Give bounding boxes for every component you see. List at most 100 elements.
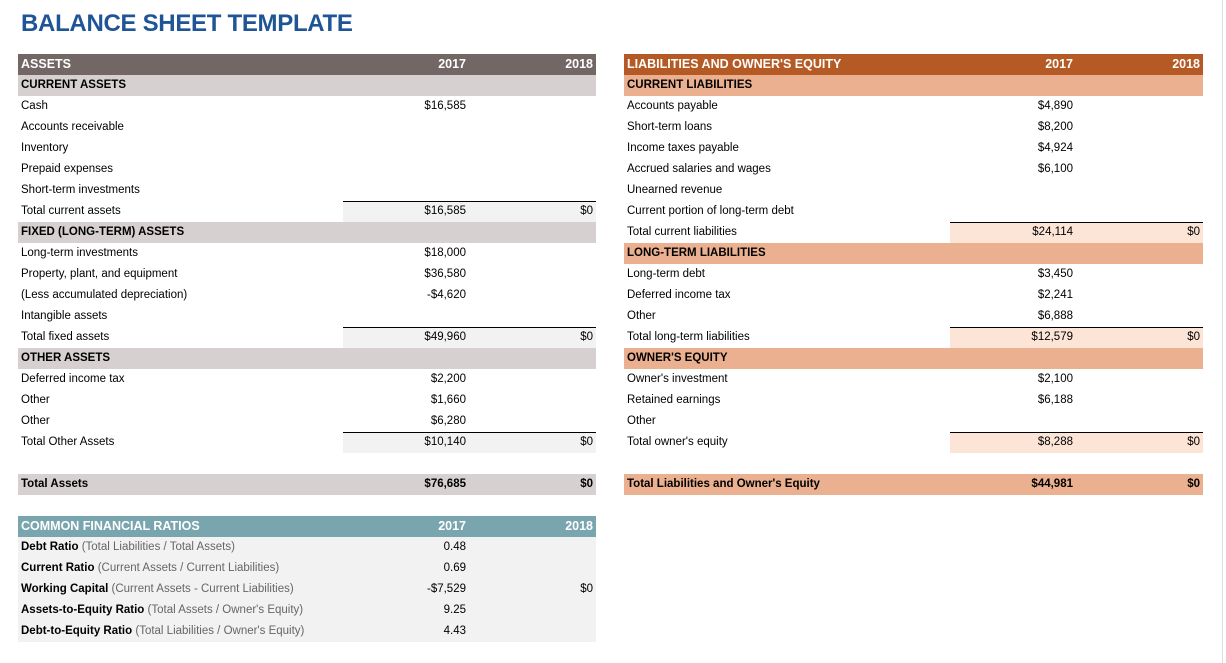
row-label: (Less accumulated depreciation) bbox=[21, 289, 188, 301]
value-2017[interactable]: 0.69 bbox=[443, 562, 466, 574]
page-title: BALANCE SHEET TEMPLATE bbox=[21, 10, 353, 37]
total-shade bbox=[950, 432, 1203, 453]
header-2018: 2018 bbox=[565, 519, 593, 533]
row-label: Property, plant, and equipment bbox=[21, 268, 178, 280]
value-2018[interactable]: $0 bbox=[1187, 436, 1200, 448]
value-2017[interactable]: $2,241 bbox=[1037, 289, 1073, 301]
header-2017: 2017 bbox=[438, 57, 466, 71]
ratio-name: Debt-to-Equity Ratio bbox=[21, 625, 133, 637]
row-label: Long-term investments bbox=[21, 247, 138, 259]
table-row: Other $1,660 bbox=[18, 390, 596, 411]
table-row: Income taxes payable $4,924 bbox=[624, 138, 1203, 159]
ratio-name: Assets-to-Equity Ratio bbox=[21, 604, 145, 616]
value-2018[interactable]: $0 bbox=[1187, 226, 1200, 238]
section-header: CURRENT ASSETS bbox=[18, 75, 596, 96]
value-2018[interactable]: $0 bbox=[580, 478, 593, 490]
value-2018[interactable]: $0 bbox=[1187, 331, 1200, 343]
table-header: LIABILITIES AND OWNER'S EQUITY 2017 2018 bbox=[624, 54, 1203, 75]
value-2017[interactable]: $4,890 bbox=[1037, 100, 1073, 112]
section-header: OTHER ASSETS bbox=[18, 348, 596, 369]
value-2017[interactable]: $6,188 bbox=[1037, 394, 1073, 406]
table-row: Working Capital (Current Assets - Curren… bbox=[18, 579, 596, 600]
value-2017[interactable]: $36,580 bbox=[424, 268, 466, 280]
value-2017[interactable]: $6,100 bbox=[1037, 163, 1073, 175]
row-label: Current portion of long-term debt bbox=[627, 205, 794, 217]
table-row: Other $6,280 bbox=[18, 411, 596, 432]
header-label: COMMON FINANCIAL RATIOS bbox=[21, 519, 200, 533]
row-label: Accounts payable bbox=[627, 100, 718, 112]
value-2017[interactable]: -$4,620 bbox=[426, 289, 466, 301]
value-2017[interactable]: $44,981 bbox=[1031, 478, 1073, 490]
value-2017[interactable]: $6,280 bbox=[430, 415, 466, 427]
row-label: Total Other Assets bbox=[21, 436, 115, 448]
value-2017[interactable]: $12,579 bbox=[1031, 331, 1073, 343]
total-row: Total Other Assets $10,140 $0 bbox=[18, 432, 596, 453]
value-2017[interactable]: $3,450 bbox=[1037, 268, 1073, 280]
scrollbar[interactable] bbox=[1222, 0, 1223, 663]
section-header: CURRENT LIABILITIES bbox=[624, 75, 1203, 96]
value-2017[interactable]: $16,585 bbox=[424, 205, 466, 217]
value-2017[interactable]: $1,660 bbox=[430, 394, 466, 406]
value-2018[interactable]: $0 bbox=[1187, 478, 1200, 490]
row-label: Other bbox=[21, 415, 50, 427]
row-label: Other bbox=[21, 394, 50, 406]
table-row: Current Ratio (Current Assets / Current … bbox=[18, 558, 596, 579]
value-2018[interactable]: $0 bbox=[580, 205, 593, 217]
value-2017[interactable]: $8,200 bbox=[1037, 121, 1073, 133]
table-header: ASSETS 2017 2018 bbox=[18, 54, 596, 75]
value-2017[interactable]: 9.25 bbox=[443, 604, 466, 616]
total-assets-table: Total Assets $76,685 $0 bbox=[18, 474, 596, 495]
table-row: Intangible assets bbox=[18, 306, 596, 327]
value-2017[interactable]: $18,000 bbox=[424, 247, 466, 259]
table-row: Property, plant, and equipment $36,580 bbox=[18, 264, 596, 285]
table-row: Short-term loans $8,200 bbox=[624, 117, 1203, 138]
row-label: Short-term loans bbox=[627, 121, 713, 133]
ratio-formula: (Total Liabilities / Total Assets) bbox=[81, 541, 235, 553]
row-label: OWNER'S EQUITY bbox=[627, 352, 728, 364]
total-row: Total owner's equity $8,288 $0 bbox=[624, 432, 1203, 453]
table-row: Accounts receivable bbox=[18, 117, 596, 138]
ratio-formula: (Total Assets / Owner's Equity) bbox=[147, 604, 304, 616]
value-2017[interactable]: 0.48 bbox=[443, 541, 466, 553]
value-2017[interactable]: $4,924 bbox=[1037, 142, 1073, 154]
assets-table: ASSETS 2017 2018 CURRENT ASSETS Cash $16,585 A… bbox=[18, 54, 596, 453]
row-label: Deferred income tax bbox=[627, 289, 731, 301]
ratio-formula: (Total Liabilities / Owner's Equity) bbox=[135, 625, 305, 637]
value-2017[interactable]: $49,960 bbox=[424, 331, 466, 343]
value-2017[interactable]: $76,685 bbox=[424, 478, 466, 490]
total-row: Total long-term liabilities $12,579 $0 bbox=[624, 327, 1203, 348]
table-row: (Less accumulated depreciation) -$4,620 bbox=[18, 285, 596, 306]
row-label: Intangible assets bbox=[21, 310, 108, 322]
value-2017[interactable]: $2,100 bbox=[1037, 373, 1073, 385]
value-2018[interactable]: $0 bbox=[580, 436, 593, 448]
value-2017[interactable]: $2,200 bbox=[430, 373, 466, 385]
header-2017: 2017 bbox=[1045, 57, 1073, 71]
row-label: Total fixed assets bbox=[21, 331, 110, 343]
total-row: Total current assets $16,585 $0 bbox=[18, 201, 596, 222]
value-2018[interactable]: $0 bbox=[580, 583, 593, 595]
table-row: Inventory bbox=[18, 138, 596, 159]
value-2017[interactable]: $16,585 bbox=[424, 100, 466, 112]
ratio-name: Working Capital bbox=[21, 583, 109, 595]
total-shade bbox=[343, 201, 596, 222]
value-2017[interactable]: -$7,529 bbox=[426, 583, 466, 595]
table-row: Debt-to-Equity Ratio (Total Liabilities … bbox=[18, 621, 596, 642]
value-2017[interactable]: $6,888 bbox=[1037, 310, 1073, 322]
row-label: Cash bbox=[21, 100, 48, 112]
row-label: Deferred income tax bbox=[21, 373, 125, 385]
value-2017[interactable]: 4.43 bbox=[443, 625, 466, 637]
row-label: LONG-TERM LIABILITIES bbox=[627, 247, 766, 259]
row-label: Total owner's equity bbox=[627, 436, 728, 448]
table-row: Assets-to-Equity Ratio (Total Assets / O… bbox=[18, 600, 596, 621]
grand-total-row: Total Liabilities and Owner's Equity $44,… bbox=[624, 474, 1203, 495]
table-row: Debt Ratio (Total Liabilities / Total As… bbox=[18, 537, 596, 558]
value-2017[interactable]: $24,114 bbox=[1032, 226, 1073, 238]
ratio-name: Debt Ratio bbox=[21, 541, 79, 553]
value-2017[interactable]: $8,288 bbox=[1037, 436, 1073, 448]
value-2017[interactable]: $10,140 bbox=[424, 436, 466, 448]
ratio-label: Debt-to-Equity Ratio (Total Liabilities … bbox=[21, 621, 304, 642]
table-row: Long-term debt $3,450 bbox=[624, 264, 1203, 285]
grand-total-label: Total Liabilities and Owner's Equity bbox=[627, 478, 820, 490]
value-2018[interactable]: $0 bbox=[580, 331, 593, 343]
table-row: Prepaid expenses bbox=[18, 159, 596, 180]
